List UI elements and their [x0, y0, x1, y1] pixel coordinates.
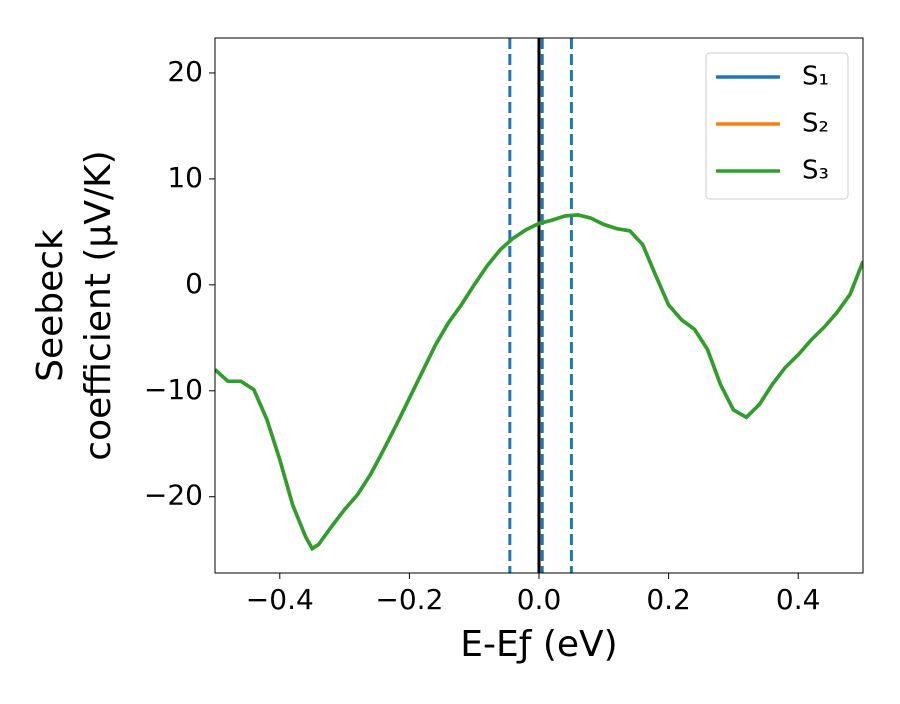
y-tick-label: 20	[167, 55, 203, 88]
x-tick-label: 0.4	[776, 583, 821, 616]
y-tick-label: 0	[185, 267, 203, 300]
y-axis-label: coefficient (μV/K)	[78, 150, 119, 460]
legend-box	[705, 52, 849, 200]
y-tick-label: 10	[167, 161, 203, 194]
y-tick-label: −10	[144, 373, 203, 406]
x-tick-label: 0.2	[646, 583, 691, 616]
x-tick-label: −0.4	[246, 583, 314, 616]
series-line	[215, 213, 863, 552]
plot-frame	[214, 37, 864, 574]
legend: S₁ S₂ S₃	[705, 52, 849, 200]
legend-label: S₃	[802, 156, 829, 186]
x-tick-label: −0.2	[375, 583, 443, 616]
x-tick-label: 0.0	[517, 583, 562, 616]
y-axis-label: Seebeck	[30, 229, 71, 382]
y-tick-label: −20	[144, 479, 203, 512]
legend-label: S₂	[802, 109, 829, 139]
x-axis-label: E-Eƒ (eV)	[460, 624, 617, 665]
legend-label: S₁	[802, 62, 829, 92]
